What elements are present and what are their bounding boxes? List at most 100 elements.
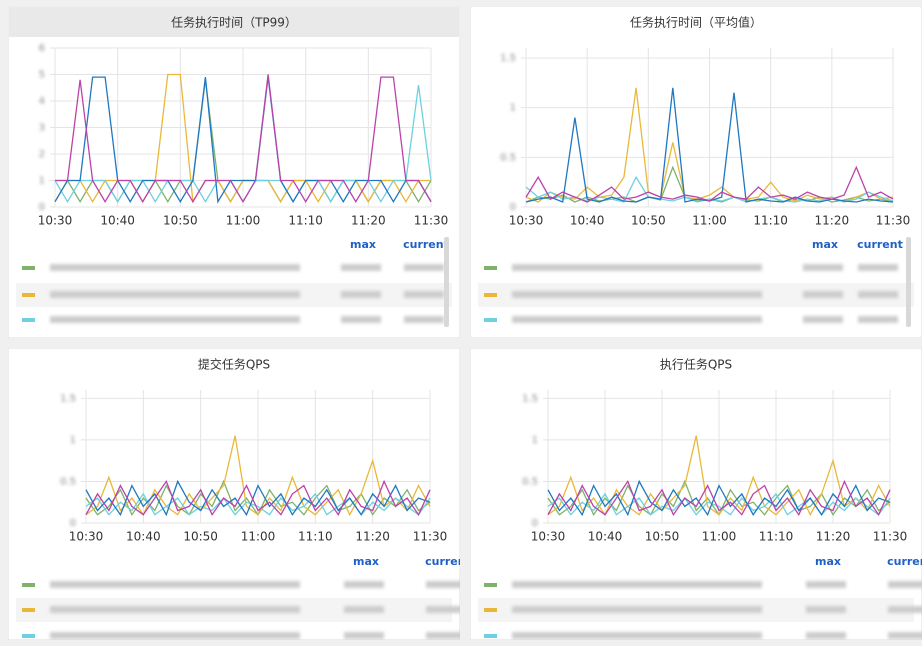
y-tick-label: 0 bbox=[510, 202, 516, 213]
y-tick-label: 0.5 bbox=[522, 476, 538, 487]
legend-name-redacted bbox=[50, 264, 300, 271]
x-tick-label: 11:00 bbox=[702, 530, 737, 544]
panel-bg bbox=[470, 348, 922, 640]
legend-value-redacted bbox=[341, 264, 381, 271]
legend-value-redacted bbox=[803, 291, 843, 298]
y-tick-label: 2 bbox=[39, 149, 45, 160]
x-tick-label: 11:30 bbox=[876, 214, 911, 228]
x-tick-label: 11:20 bbox=[815, 214, 850, 228]
panel: 执行任务QPS 0 0.5 1 1.5 10:30 10:40 10:50 11:00 11:10… bbox=[470, 348, 922, 640]
legend-name-redacted bbox=[50, 581, 300, 588]
legend-name-redacted bbox=[512, 632, 762, 639]
legend-column-header[interactable]: current bbox=[887, 555, 922, 568]
panel-title: 任务执行时间（TP99） bbox=[171, 15, 297, 30]
legend-name-redacted bbox=[50, 606, 300, 613]
x-tick-label: 11:10 bbox=[288, 214, 323, 228]
series-line bbox=[547, 479, 891, 517]
x-tick-label: 11:00 bbox=[226, 214, 261, 228]
legend-scrollbar[interactable] bbox=[906, 237, 911, 327]
legend-column-header[interactable]: current bbox=[403, 238, 449, 251]
legend-name-redacted bbox=[50, 316, 300, 323]
series-line bbox=[525, 165, 894, 203]
x-tick-label: 11:30 bbox=[414, 214, 449, 228]
legend-swatch[interactable] bbox=[484, 318, 497, 322]
legend-column-header[interactable]: max bbox=[350, 238, 376, 251]
series-line bbox=[85, 492, 431, 516]
x-tick-label: 10:40 bbox=[588, 530, 623, 544]
legend-column-header[interactable]: current bbox=[857, 238, 903, 251]
legend-column-header[interactable]: max bbox=[353, 555, 379, 568]
x-tick-label: 11:30 bbox=[873, 530, 908, 544]
legend-value-redacted bbox=[344, 606, 384, 613]
y-tick-label: 1 bbox=[510, 103, 516, 114]
legend-swatch[interactable] bbox=[22, 266, 35, 270]
legend-value-redacted bbox=[806, 632, 846, 639]
x-tick-label: 10:30 bbox=[531, 530, 566, 544]
panel-title: 提交任务QPS bbox=[198, 357, 270, 372]
y-tick-label: 1 bbox=[39, 176, 45, 187]
legend-name-redacted bbox=[50, 291, 300, 298]
panel-bg bbox=[8, 348, 460, 640]
legend-name-redacted bbox=[512, 581, 762, 588]
legend-swatch[interactable] bbox=[22, 634, 35, 638]
legend-name-redacted bbox=[512, 316, 762, 323]
series-line bbox=[55, 74, 432, 203]
legend-value-redacted bbox=[806, 606, 846, 613]
y-tick-label: 0.5 bbox=[500, 152, 516, 163]
x-tick-label: 10:30 bbox=[509, 214, 544, 228]
x-tick-label: 11:10 bbox=[759, 530, 794, 544]
x-tick-label: 11:10 bbox=[298, 530, 333, 544]
y-tick-label: 4 bbox=[39, 96, 45, 107]
y-tick-label: 0 bbox=[70, 518, 76, 529]
legend-name-redacted bbox=[512, 606, 762, 613]
legend-swatch[interactable] bbox=[22, 318, 35, 322]
panel: 任务执行时间（TP99） 0 1 2 3 4 5 6 10:30 10:40 10:50 11:00 1… bbox=[8, 6, 460, 338]
legend-scrollbar[interactable] bbox=[444, 237, 449, 327]
legend-value-redacted bbox=[404, 316, 444, 323]
legend-value-redacted bbox=[426, 581, 460, 588]
legend-swatch[interactable] bbox=[484, 266, 497, 270]
legend-value-redacted bbox=[858, 316, 898, 323]
legend-swatch[interactable] bbox=[484, 634, 497, 638]
series-line bbox=[525, 175, 894, 203]
panel-title: 执行任务QPS bbox=[660, 357, 732, 372]
series-line bbox=[547, 492, 891, 516]
x-tick-label: 10:50 bbox=[163, 214, 198, 228]
legend-column-header[interactable]: max bbox=[812, 238, 838, 251]
legend-swatch[interactable] bbox=[22, 608, 35, 612]
x-tick-label: 10:40 bbox=[126, 530, 161, 544]
panel: 任务执行时间（平均值） 0 0.5 1 1.5 10:30 10:40 10:50 11:00 1… bbox=[470, 6, 922, 338]
legend-swatch[interactable] bbox=[22, 293, 35, 297]
legend-column-header[interactable]: max bbox=[815, 555, 841, 568]
legend-swatch[interactable] bbox=[484, 293, 497, 297]
panel-title: 任务执行时间（平均值） bbox=[630, 15, 762, 30]
legend-value-redacted bbox=[341, 316, 381, 323]
legend-value-redacted bbox=[888, 632, 922, 639]
legend-swatch[interactable] bbox=[484, 583, 497, 587]
series-line bbox=[85, 479, 431, 517]
panel-header bbox=[9, 7, 459, 37]
legend-name-redacted bbox=[512, 291, 762, 298]
legend-value-redacted bbox=[404, 291, 444, 298]
y-tick-label: 1.5 bbox=[522, 393, 538, 404]
y-tick-label: 1 bbox=[532, 435, 538, 446]
legend-swatch[interactable] bbox=[484, 608, 497, 612]
legend-swatch[interactable] bbox=[22, 583, 35, 587]
x-tick-label: 10:50 bbox=[631, 214, 666, 228]
legend-value-redacted bbox=[426, 606, 460, 613]
legend-value-redacted bbox=[344, 632, 384, 639]
x-tick-label: 10:50 bbox=[645, 530, 680, 544]
x-tick-label: 11:00 bbox=[241, 530, 276, 544]
x-tick-label: 11:20 bbox=[355, 530, 390, 544]
x-tick-label: 11:20 bbox=[816, 530, 851, 544]
x-tick-label: 11:20 bbox=[351, 214, 386, 228]
legend-value-redacted bbox=[858, 264, 898, 271]
y-tick-label: 5 bbox=[39, 70, 45, 81]
legend-value-redacted bbox=[803, 316, 843, 323]
legend-value-redacted bbox=[888, 581, 922, 588]
legend-column-header[interactable]: current bbox=[425, 555, 471, 568]
legend-value-redacted bbox=[404, 264, 444, 271]
x-tick-label: 10:50 bbox=[183, 530, 218, 544]
x-tick-label: 11:30 bbox=[413, 530, 448, 544]
